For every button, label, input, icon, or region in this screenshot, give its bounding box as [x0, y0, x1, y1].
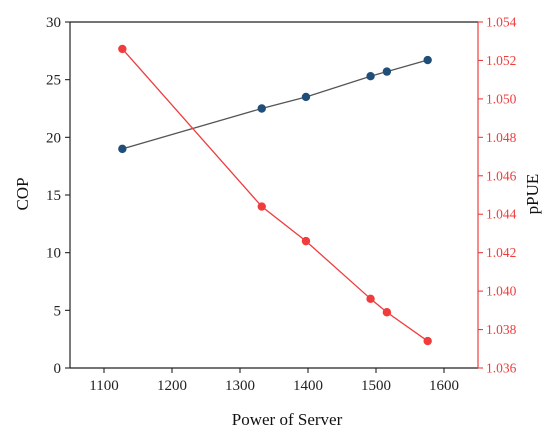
x-axis-title: Power of Server	[232, 410, 343, 429]
x-tick-label: 1500	[361, 378, 391, 394]
y-right-tick-label: 1.050	[486, 91, 517, 106]
y-left-tick-label: 10	[46, 246, 61, 262]
x-tick-label: 1300	[225, 378, 255, 394]
y-right-tick-label: 1.040	[486, 284, 517, 299]
data-series	[118, 44, 432, 346]
y-left-tick-label: 5	[54, 303, 62, 319]
y-right-tick-label: 1.046	[486, 168, 517, 183]
cop-series-line	[122, 59, 428, 150]
cop-data-point	[257, 104, 266, 113]
y-left-tick-label: 25	[46, 73, 61, 89]
x-tick-label: 1100	[89, 378, 118, 394]
ppue-data-point	[118, 44, 127, 54]
ppue-data-point	[301, 236, 311, 246]
ppue-data-point	[382, 308, 392, 317]
x-tick-label: 1200	[157, 378, 187, 394]
y-right-tick-label: 1.054	[486, 15, 517, 30]
y-right-tick-label: 1.048	[486, 130, 517, 145]
cop-data-point	[382, 67, 392, 76]
cop-data-point	[423, 55, 432, 65]
y-left-tick-label: 20	[46, 130, 61, 146]
ppue-data-point	[423, 336, 432, 346]
y-left-axis-title: COP	[13, 177, 32, 210]
y-right-tick-label: 1.036	[486, 361, 517, 376]
y-right-tick-label: 1.042	[486, 245, 516, 260]
axis-ticks: 1100 1200 1300 1400 1500 1600 0 5 10 15 20 25 30 1.03…	[46, 15, 517, 395]
y-right-tick-label: 1.044	[486, 207, 517, 222]
y-left-tick-label: 30	[46, 15, 61, 31]
y-left-tick-label: 0	[54, 361, 62, 377]
cop-data-point	[118, 144, 127, 154]
y-left-tick-label: 15	[46, 188, 61, 204]
cop-data-point	[301, 92, 311, 102]
y-right-tick-label: 1.052	[486, 53, 516, 68]
x-tick-label: 1400	[293, 378, 323, 394]
cop-data-point	[366, 72, 375, 81]
x-tick-label: 1600	[429, 378, 459, 394]
ppue-data-point	[366, 294, 375, 303]
ppue-series-line	[121, 48, 429, 342]
plot-frame	[69, 21, 479, 369]
ppue-data-point	[257, 202, 266, 211]
y-right-axis-title: pPUE	[523, 174, 542, 215]
y-right-tick-label: 1.038	[486, 322, 517, 337]
